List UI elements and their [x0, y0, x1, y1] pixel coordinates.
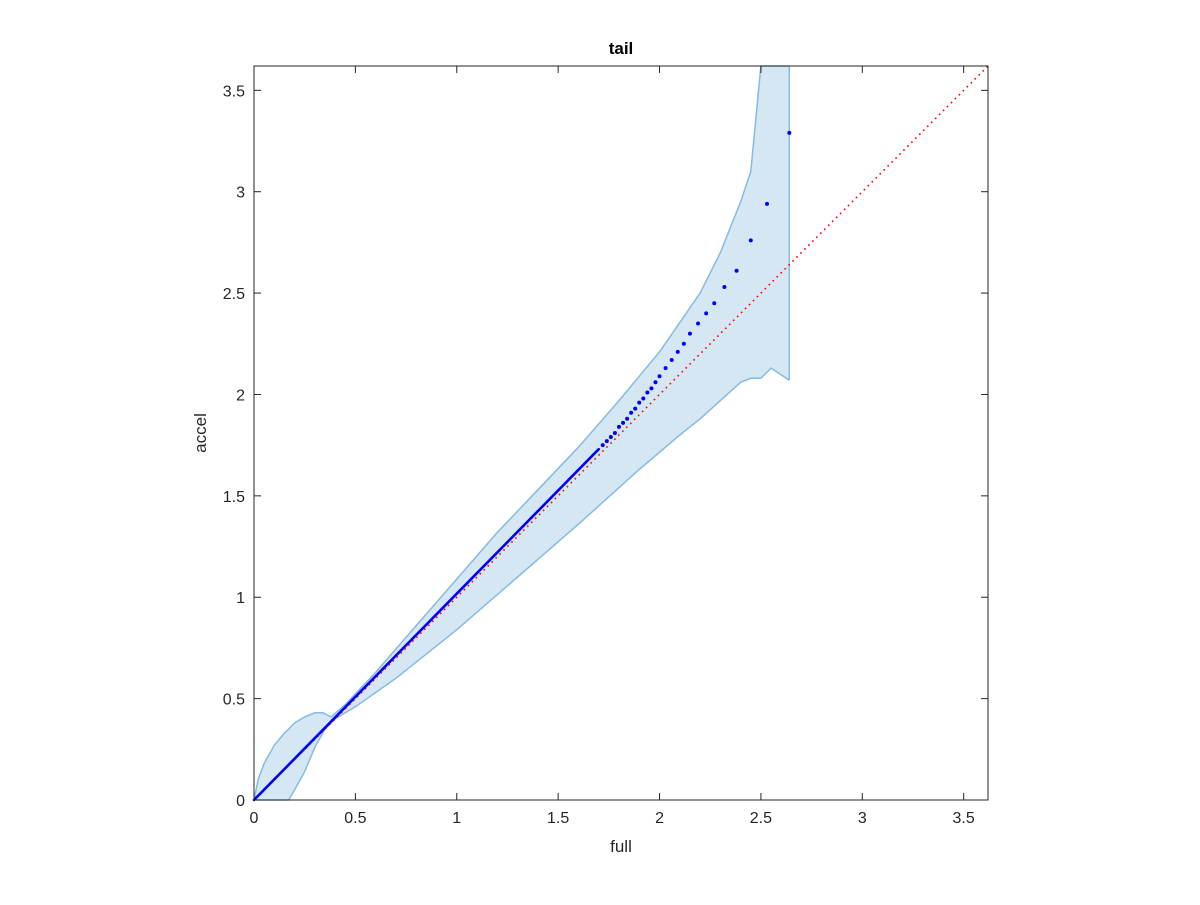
data-point	[787, 130, 792, 135]
chart-title: tail	[609, 39, 634, 58]
data-point	[657, 374, 662, 379]
y-tick-label: 1	[236, 590, 245, 607]
y-tick-label: 1.5	[223, 489, 245, 506]
y-tick-label: 0	[236, 793, 245, 810]
y-tick-label: 0.5	[223, 692, 245, 709]
y-tick-label: 3.5	[223, 83, 245, 100]
confidence-band	[253, 65, 791, 801]
x-tick-label: 2	[655, 810, 664, 827]
data-point	[608, 435, 613, 440]
data-point	[734, 268, 739, 273]
x-tick-label: 1	[452, 810, 461, 827]
x-tick-label: 0	[250, 810, 259, 827]
data-point	[696, 321, 701, 326]
points-dense-segment	[252, 447, 600, 802]
data-point	[663, 366, 668, 371]
data-point	[764, 201, 769, 206]
data-point	[629, 410, 634, 415]
data-point	[600, 443, 605, 448]
data-point	[704, 311, 709, 316]
data-point	[675, 349, 680, 354]
y-tick-label: 2.5	[223, 286, 245, 303]
data-point	[641, 396, 646, 401]
data-point	[712, 301, 717, 306]
data-point	[669, 358, 674, 363]
x-tick-label: 2.5	[750, 810, 772, 827]
x-tick-label: 3	[858, 810, 867, 827]
data-point	[722, 285, 727, 290]
data-point	[645, 390, 650, 395]
data-point	[637, 400, 642, 405]
y-tick-label: 3	[236, 185, 245, 202]
data-point	[633, 406, 638, 411]
data-point	[621, 420, 626, 425]
band-lower-edge	[254, 367, 790, 801]
data-point	[625, 416, 630, 421]
data-point	[612, 431, 617, 435]
data-point	[681, 341, 686, 346]
x-tick-label: 0.5	[344, 810, 366, 827]
data-point	[687, 331, 692, 336]
axes-box	[253, 65, 989, 801]
x-axis-label: full	[610, 837, 632, 856]
y-tick-label: 2	[236, 387, 245, 404]
data-point	[616, 424, 621, 429]
ticks-layer: 0 0.5 1 1.5 2 2.5 3 3.5 0 0.5 1 1.5 2 2.5 3 3.5	[223, 66, 988, 827]
band-upper-edge	[253, 65, 790, 801]
data-point	[604, 439, 609, 444]
points-layer	[252, 130, 792, 802]
data-point	[653, 380, 658, 385]
x-tick-label: 1.5	[547, 810, 569, 827]
x-tick-label: 3.5	[953, 810, 975, 827]
data-point	[748, 238, 753, 243]
data-point	[649, 386, 654, 391]
y-axis-label: accel	[191, 413, 210, 453]
